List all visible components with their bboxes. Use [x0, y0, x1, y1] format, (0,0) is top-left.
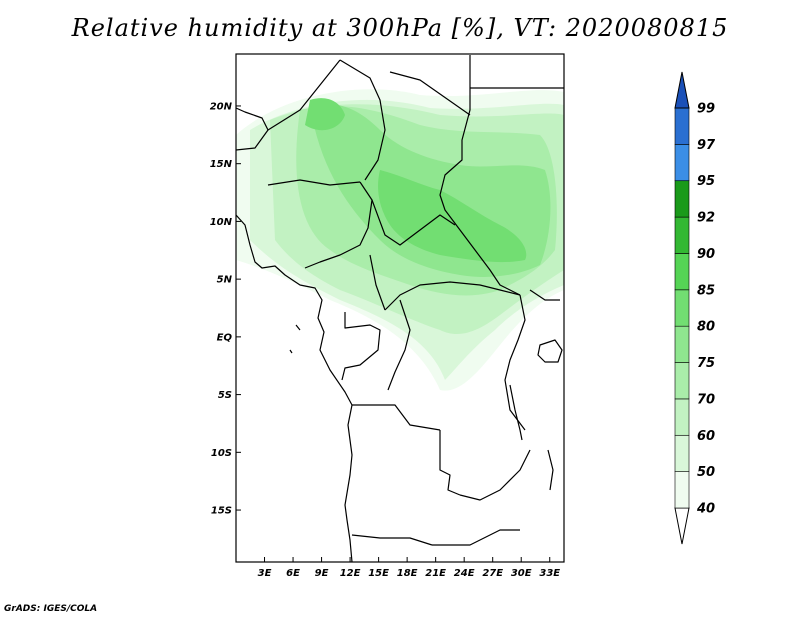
country-borders	[236, 55, 564, 562]
colorbar-low-arrow	[674, 507, 690, 545]
colorbar-segment	[674, 216, 690, 254]
colorbar-label: 90	[697, 247, 715, 262]
border-angola-north	[352, 404, 441, 431]
lake-victoria	[537, 339, 563, 363]
colorbar-label: 97	[697, 138, 716, 153]
colorbar-label: 40	[696, 502, 715, 517]
lon-tick-label: 18E	[397, 568, 418, 579]
colorbar-segment	[674, 434, 690, 472]
colorbar-segment	[674, 180, 690, 218]
lon-tick-label: 3E	[258, 568, 272, 579]
lat-tick-label: EQ	[217, 332, 233, 343]
border-nigeria-north	[267, 179, 361, 186]
colorbar-segment	[674, 362, 690, 400]
colorbar-segment	[674, 325, 690, 363]
colorbar-segment	[674, 471, 690, 509]
map-frame	[235, 53, 565, 563]
lon-tick-label: 15E	[368, 568, 389, 579]
lon-tick-label: 21E	[425, 568, 446, 579]
border-angola-south	[351, 534, 433, 546]
colorbar-segment	[674, 107, 690, 145]
colorbar-label: 80	[697, 320, 715, 335]
border-car-south	[384, 281, 521, 311]
lon-tick-label: 30E	[511, 568, 532, 579]
coast-gabon-islands	[289, 324, 301, 354]
border-north	[236, 107, 269, 151]
lon-tick-label: 9E	[315, 568, 329, 579]
colorbar-label: 70	[697, 392, 715, 407]
colorbar-segment	[674, 144, 690, 182]
border-chad-car	[371, 199, 456, 246]
border-niger-algeria	[339, 59, 386, 181]
lat-tick-label: 5N	[217, 275, 233, 286]
colorbar-segment	[674, 398, 690, 436]
lon-tick-label: 6E	[286, 568, 300, 579]
colorbar-label: 50	[697, 465, 715, 480]
border-cameroon	[369, 254, 386, 311]
lat-tick-label: 10N	[210, 217, 233, 228]
border-mali-niger	[267, 59, 341, 131]
border-drc-west	[387, 299, 411, 391]
border-chad-sudan	[439, 55, 521, 296]
lon-tick-label: 33E	[539, 568, 560, 579]
lat-tick-label: 15S	[211, 506, 232, 517]
map-axes: 20N 15N 10N 5N EQ 5S 10S 15S 3E 6E 9E 12E 15E 18E 21E 2…	[210, 101, 561, 579]
lake-tanganyika	[509, 384, 523, 441]
colorbar-label: 99	[697, 102, 715, 117]
lat-tick-label: 20N	[210, 101, 233, 112]
lat-tick-label: 15N	[210, 159, 233, 170]
coastline-west-africa	[236, 214, 353, 562]
colorbar-label: 85	[697, 283, 715, 298]
border-libya	[389, 71, 471, 116]
colorbar-label: 60	[697, 429, 715, 444]
colorbar-segment	[674, 253, 690, 291]
humidity-shading	[236, 89, 564, 391]
colorbar-segment	[674, 289, 690, 327]
border-zambia	[459, 449, 531, 501]
lon-tick-label: 24E	[454, 568, 475, 579]
rh-80-patch	[305, 98, 345, 131]
border-angola-east	[439, 430, 461, 496]
lon-tick-label: 27E	[482, 568, 503, 579]
border-congo	[341, 312, 381, 381]
colorbar-label: 75	[697, 356, 715, 371]
map-title: Relative humidity at 300hPa [%], VT: 202…	[71, 14, 729, 42]
border-namibia	[432, 529, 520, 546]
colorbar-label: 92	[697, 211, 715, 226]
lon-tick-label: 12E	[340, 568, 361, 579]
rh-80-area	[378, 170, 527, 263]
colorbar-legend: 40 50 60 70 75 80 85 90 92 95 97 99	[674, 71, 716, 545]
colorbar-label: 95	[697, 174, 715, 189]
border-uganda	[529, 289, 560, 301]
lat-tick-label: 10S	[211, 448, 232, 459]
border-east-drc	[504, 294, 526, 431]
colorbar-high-arrow	[674, 71, 690, 109]
lat-tick-label: 5S	[218, 390, 232, 401]
lake-malawi	[547, 449, 554, 491]
grads-credit: GrADS: IGES/COLA	[4, 604, 98, 614]
